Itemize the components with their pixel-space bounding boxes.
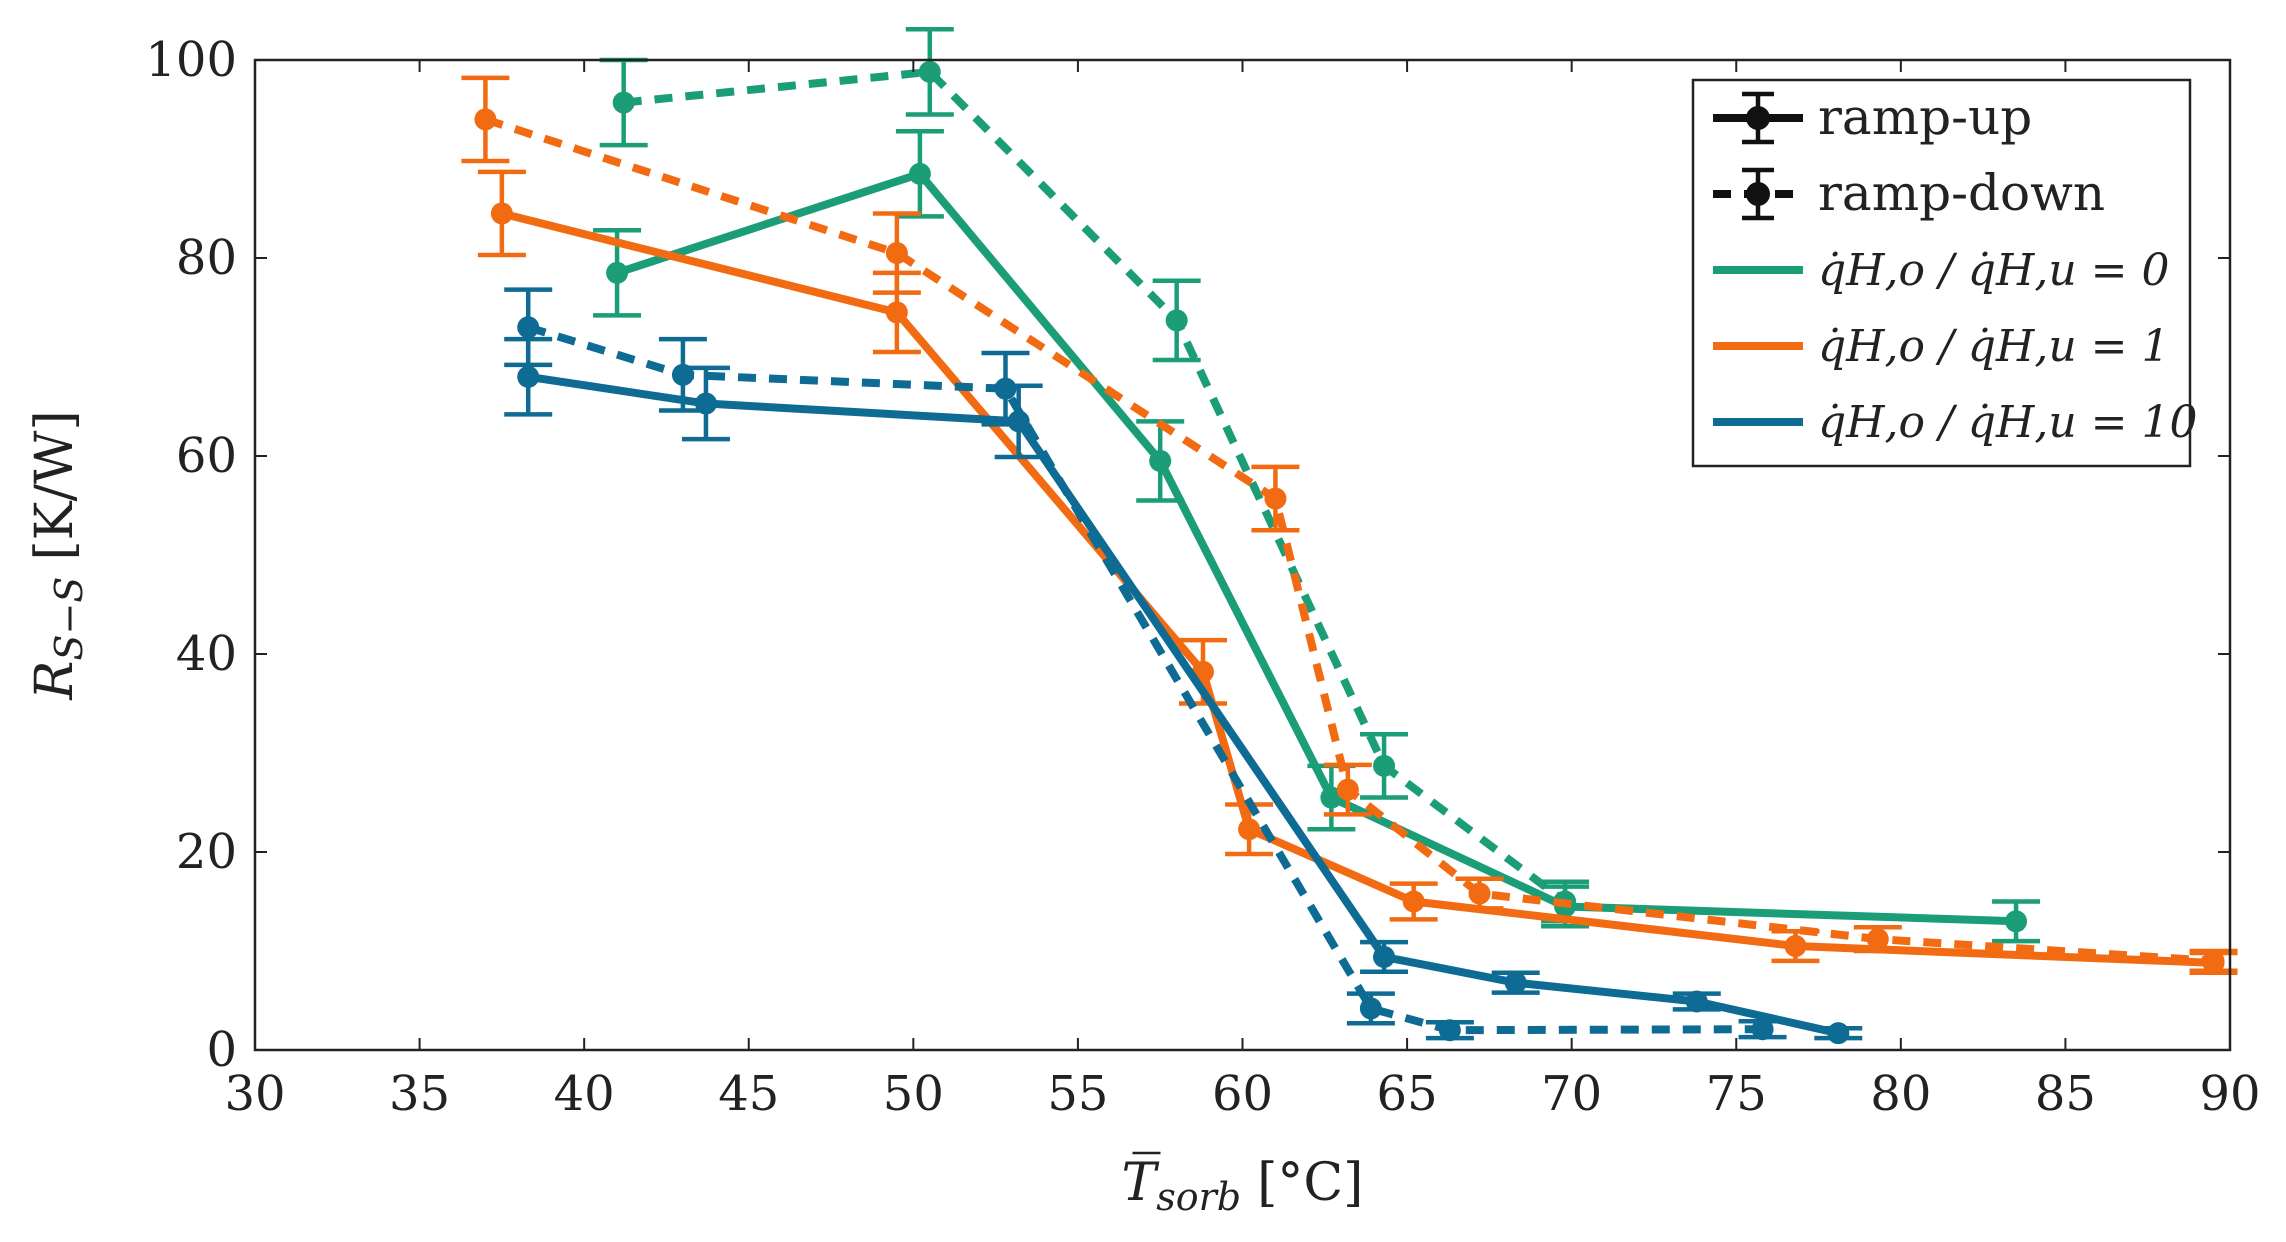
x-axis-label: Tsorb [°C] (1122, 1153, 1364, 1219)
legend-label: ramp-up (1818, 88, 2032, 146)
data-point (1165, 309, 1188, 332)
legend-entry-ratio-1: q̇H,o / q̇H,u = 1 (1713, 321, 2170, 372)
x-tick-label: 30 (224, 1066, 285, 1122)
data-point (1827, 1022, 1850, 1045)
x-tick-label: 60 (1212, 1066, 1273, 1122)
data-point (612, 91, 635, 114)
x-tick-label: 35 (389, 1066, 450, 1122)
data-point (1438, 1019, 1461, 1042)
y-axis-label: RS−S [K/W] (25, 410, 91, 700)
x-tick-label: 55 (1047, 1066, 1108, 1122)
data-point (1373, 754, 1396, 777)
data-point (2202, 949, 2225, 972)
data-point (474, 108, 497, 131)
y-axis-label-base: R (25, 661, 85, 701)
data-point (671, 363, 694, 386)
data-point (1866, 928, 1889, 951)
x-tick-label: 40 (554, 1066, 615, 1122)
legend-entry-ratio-10: q̇H,o / q̇H,u = 10 (1713, 397, 2198, 448)
y-tick-label: 80 (176, 230, 237, 286)
data-point (1264, 487, 1287, 510)
data-point (1238, 818, 1261, 841)
y-tick-label: 60 (176, 428, 237, 484)
y-axis-label-unit: [K/W] (25, 410, 85, 560)
series-6 (504, 287, 1787, 1042)
data-point (517, 365, 540, 388)
data-point (1320, 786, 1343, 809)
legend: ramp-up ramp-down q̇H,o / q̇H,u = 0 q̇H,o /… (1691, 78, 2198, 468)
data-point (606, 261, 629, 284)
data-point (517, 316, 540, 339)
y-tick-label: 0 (206, 1022, 237, 1078)
x-tick-label: 90 (2199, 1066, 2260, 1122)
series-line (527, 323, 1763, 1035)
x-tick-label: 75 (1706, 1066, 1767, 1122)
data-point (1149, 449, 1172, 472)
data-point (1373, 945, 1396, 968)
data-point (1685, 990, 1708, 1013)
data-point (994, 377, 1017, 400)
data-point (1784, 935, 1807, 958)
series-line (615, 169, 2017, 926)
x-tick-label: 80 (1870, 1066, 1931, 1122)
legend-marker (1746, 182, 1770, 206)
x-tick-label: 45 (718, 1066, 779, 1122)
legend-label: q̇H,o / q̇H,u = 0 (1818, 245, 2170, 296)
x-axis-label-sub: sorb (1156, 1175, 1241, 1219)
data-point (2005, 910, 2028, 933)
x-tick-label: 65 (1377, 1066, 1438, 1122)
data-point (1402, 890, 1425, 913)
data-point (1359, 997, 1382, 1020)
data-point (885, 301, 908, 324)
y-tick-label: 100 (145, 32, 237, 88)
y-tick-label: 20 (176, 824, 237, 880)
legend-entry-ramp-down: ramp-down (1713, 164, 2105, 222)
data-point (885, 242, 908, 265)
x-tick-label: 50 (883, 1066, 944, 1122)
data-point (1504, 971, 1527, 994)
y-tick-label: 40 (176, 626, 237, 682)
series-4 (461, 75, 2238, 974)
legend-entry-ramp-up: ramp-up (1713, 88, 2032, 146)
legend-label: q̇H,o / q̇H,u = 1 (1818, 321, 2170, 372)
data-point (1751, 1018, 1774, 1041)
legend-items: ramp-up ramp-down q̇H,o / q̇H,u = 0 q̇H,o /… (1713, 88, 2198, 448)
data-point (908, 162, 931, 185)
x-tick-label: 70 (1541, 1066, 1602, 1122)
x-axis-label-unit: [°C] (1257, 1153, 1363, 1213)
legend-label: q̇H,o / q̇H,u = 10 (1818, 397, 2198, 448)
series-layer (461, 27, 2238, 1045)
data-point (490, 202, 513, 225)
legend-marker (1746, 106, 1770, 130)
y-axis-label-sub: S−S (47, 577, 91, 661)
x-tick-label: 85 (2035, 1066, 2096, 1122)
series-2 (599, 27, 1590, 924)
axes-layer: 30 35 40 45 50 55 60 65 70 75 80 85 90 0 20 40 60 80 100 (145, 32, 2260, 1122)
x-axis-label-base: T (1122, 1153, 1160, 1213)
legend-label: ramp-down (1818, 164, 2105, 222)
legend-entry-ratio-0: q̇H,o / q̇H,u = 0 (1713, 245, 2170, 296)
data-point (1468, 882, 1491, 905)
data-point (1336, 778, 1359, 801)
data-point (918, 60, 941, 83)
